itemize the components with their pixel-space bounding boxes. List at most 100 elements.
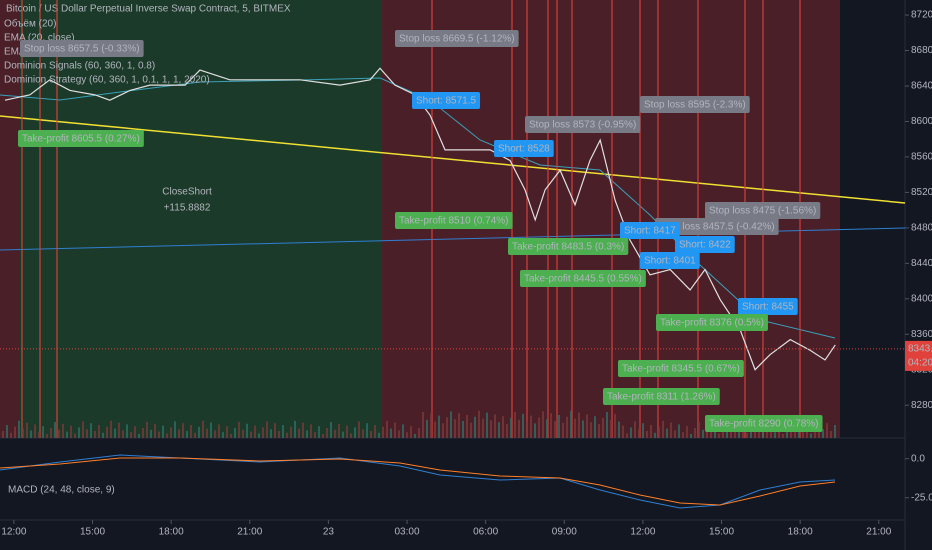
volume-bar [646, 431, 648, 438]
volume-bar [178, 429, 180, 438]
volume-bar [606, 412, 608, 438]
volume-bar [598, 424, 600, 438]
volume-bar [346, 425, 348, 438]
volume-bar [258, 433, 260, 438]
volume-bar [158, 431, 160, 438]
volume-bar [462, 421, 464, 438]
volume-bar [266, 421, 268, 438]
volume-bar [418, 428, 420, 438]
volume-bar [14, 426, 16, 438]
volume-bar [522, 413, 524, 438]
volume-bar [766, 430, 768, 438]
volume-bar [626, 433, 628, 438]
volume-bar [602, 418, 604, 438]
y-tick-label: 8600.0 [911, 116, 932, 127]
label-box [640, 96, 750, 113]
volume-bar [30, 430, 32, 438]
volume-bar [270, 429, 272, 438]
trade-label: Short: 8422 [675, 236, 735, 253]
volume-bar [802, 431, 804, 438]
y-tick-label: 8280.0 [911, 400, 932, 411]
last-price-label: 8343.5 [908, 344, 932, 355]
volume-bar [186, 431, 188, 438]
volume-bar [786, 428, 788, 438]
volume-bar [290, 426, 292, 438]
volume-bar [282, 425, 284, 438]
volume-bar [434, 421, 436, 438]
volume-bar [582, 420, 584, 438]
x-tick-label: 06:00 [473, 527, 498, 538]
trade-label: Take-profit 8605.5 (0.27%) [18, 130, 144, 147]
volume-bar [614, 413, 616, 438]
close-short-label: CloseShort [162, 187, 212, 198]
volume-bar [746, 432, 748, 438]
volume-bar [170, 427, 172, 438]
volume-bar [550, 413, 552, 438]
volume-bar [58, 429, 60, 438]
volume-bar [630, 427, 632, 438]
volume-bar [398, 430, 400, 438]
volume-bar [6, 425, 8, 438]
trade-label: Stop loss 8669.5 (-1.12%) [395, 30, 519, 47]
label-text: Short: 8401 [644, 256, 696, 267]
volume-bar [694, 428, 696, 438]
volume-bar [514, 412, 516, 438]
volume-bar [494, 414, 496, 438]
label-box [705, 202, 821, 219]
volume-bar [242, 429, 244, 438]
label-box [494, 140, 554, 157]
volume-bar [42, 426, 44, 438]
volume-bar [26, 422, 28, 438]
label-box [20, 40, 144, 57]
label-text: Take-profit 8345.5 (0.67%) [622, 364, 740, 375]
volume-bar [470, 422, 472, 438]
volume-bar [386, 420, 388, 438]
volume-bar [702, 429, 704, 438]
volume-bar [590, 422, 592, 438]
y-tick-label: 8680.0 [911, 45, 932, 56]
volume-bar [618, 421, 620, 438]
close-short-label: +115.8882 [164, 203, 211, 214]
label-box [705, 415, 823, 432]
volume-bar [546, 419, 548, 438]
volume-bar [210, 422, 212, 438]
volume-bar [466, 415, 468, 438]
volume-bar [682, 432, 684, 438]
last-price-box [905, 340, 932, 371]
x-tick-label: 23 [323, 527, 335, 538]
volume-bar [298, 428, 300, 438]
volume-bar [230, 434, 232, 438]
volume-bar [294, 420, 296, 438]
label-text: Short: 8417 [624, 226, 676, 237]
volume-bar [34, 424, 36, 438]
indicator-label: EMA (20, close) [4, 33, 75, 44]
y-tick-label: 8720.0 [911, 10, 932, 21]
volume-bar [390, 428, 392, 438]
volume-bar [154, 423, 156, 438]
volume-bar [234, 428, 236, 438]
volume-bar [138, 434, 140, 438]
volume-bar [254, 425, 256, 438]
volume-bar [610, 419, 612, 438]
volume-bar [202, 420, 204, 438]
volume-bar [498, 422, 500, 438]
trade-label: Short: 8401 [640, 252, 700, 269]
volume-bar [554, 421, 556, 438]
label-text: Stop loss 8475 (-1.56%) [709, 206, 816, 217]
volume-bar [70, 425, 72, 438]
macd-tick-label: -25.0 [911, 492, 932, 503]
volume-bar [558, 415, 560, 438]
volume-bar [782, 434, 784, 438]
volume-bar [330, 422, 332, 438]
volume-bar [218, 424, 220, 438]
label-text: Take-profit 8290 (0.78%) [709, 419, 819, 430]
x-tick-label: 09:00 [552, 527, 577, 538]
volume-bar [722, 427, 724, 438]
x-tick-label: 03:00 [395, 527, 420, 538]
label-text: Stop loss 8457.5 (-0.42%) [659, 222, 775, 233]
volume-bar [142, 428, 144, 438]
volume-bar [634, 421, 636, 438]
y-tick-label: 8640.0 [911, 81, 932, 92]
volume-bar [206, 428, 208, 438]
